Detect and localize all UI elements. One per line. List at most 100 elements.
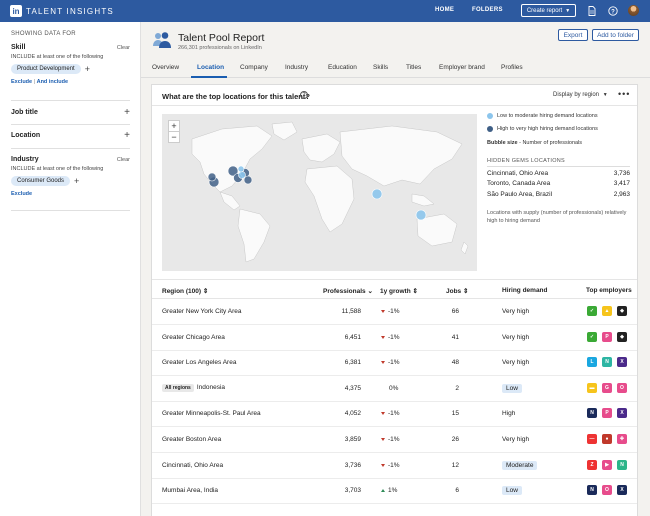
row-region: Greater Boston Area <box>162 436 222 443</box>
region-cell[interactable]: All regions Indonesia <box>162 383 225 392</box>
employer-logo-icon[interactable]: O <box>617 382 627 393</box>
employer-logo-icon[interactable]: N <box>587 408 597 419</box>
col-growth[interactable]: 1y growth ⇕ <box>380 287 418 295</box>
industry-clear-button[interactable]: Clear <box>116 157 130 163</box>
add-to-folder-button[interactable]: Add to folder <box>592 29 639 41</box>
table-row[interactable]: All regions Indonesia 4,375 0% 2 Low ▬ G O <box>152 376 637 402</box>
region-cell[interactable]: Greater Chicago Area <box>162 334 225 341</box>
col-top-employers: Top employers <box>586 287 632 294</box>
table-row[interactable]: Greater Boston Area 3,859 -1% 26 Very hi… <box>152 427 637 453</box>
page-subtitle: 266,301 professionals on LinkedIn <box>178 45 262 51</box>
tab-company[interactable]: Company <box>240 64 268 71</box>
filter-location[interactable]: Location + <box>11 130 130 141</box>
region-cell[interactable]: Mumbai Area, India <box>162 487 218 494</box>
legend-low-dot <box>487 113 493 119</box>
export-button[interactable]: Export <box>558 29 588 41</box>
create-report-label: Create report <box>526 7 563 14</box>
hidden-gem-value: 2,963 <box>613 191 630 198</box>
employer-logo-icon[interactable]: Z <box>587 459 597 470</box>
region-cell[interactable]: Cincinnati, Ohio Area <box>162 462 223 469</box>
divider <box>487 166 630 167</box>
nav-folders[interactable]: FOLDERS <box>472 7 503 13</box>
growth-down-icon <box>381 335 385 339</box>
tab-employer-brand[interactable]: Employer brand <box>439 64 485 71</box>
employer-logo-icon[interactable]: X <box>617 408 627 419</box>
col-region[interactable]: Region (100) ⇕ <box>162 287 208 295</box>
skill-clear-button[interactable]: Clear <box>116 45 130 51</box>
skill-exclude-link[interactable]: Exclude <box>11 79 33 85</box>
region-cell[interactable]: Greater Minneapolis-St. Paul Area <box>162 410 261 417</box>
tab-profiles[interactable]: Profiles <box>501 64 523 71</box>
employer-logo-icon[interactable]: ◆ <box>617 331 627 342</box>
divider <box>11 100 130 101</box>
table-row[interactable]: Greater Minneapolis-St. Paul Area 4,052 … <box>152 401 637 428</box>
region-cell[interactable]: Greater New York City Area <box>162 308 241 315</box>
tab-education[interactable]: Education <box>328 64 357 71</box>
more-options-icon[interactable]: ••• <box>618 89 631 99</box>
tab-industry[interactable]: Industry <box>285 64 309 71</box>
table-row[interactable]: Cincinnati, Ohio Area 3,736 -1% 12 Moder… <box>152 453 637 479</box>
employer-logo-icon[interactable]: X <box>617 357 627 368</box>
col-professionals-label: Professionals <box>323 288 366 295</box>
table-row[interactable]: Greater New York City Area 11,588 -1% 66… <box>152 299 637 325</box>
row-hiring-demand: Low <box>502 383 522 393</box>
employer-logo-icon[interactable]: ▲ <box>602 306 612 316</box>
add-skill-icon[interactable]: + <box>84 64 90 74</box>
region-cell[interactable]: Greater Los Angeles Area <box>162 359 236 366</box>
row-jobs: 41 <box>451 333 459 341</box>
tab-overview[interactable]: Overview <box>152 64 180 71</box>
row-hiring-demand: Very high <box>502 436 530 443</box>
zoom-out-button[interactable]: − <box>168 131 180 143</box>
industry-chip[interactable]: Consumer Goods <box>11 176 71 186</box>
employer-logo-icon[interactable]: ▶ <box>602 459 612 470</box>
skill-chip[interactable]: Product Development <box>11 64 81 74</box>
employer-logo-icon[interactable]: P <box>602 331 612 342</box>
employer-logo-icon[interactable]: ✚ <box>617 434 627 444</box>
question-help-icon[interactable]: ? <box>300 91 308 99</box>
linkedin-logo-icon: in <box>10 5 22 17</box>
demand-cell: Low <box>502 383 522 393</box>
skill-and-include-link[interactable]: And include <box>36 79 69 85</box>
employer-logo-icon[interactable]: — <box>587 434 597 444</box>
sort-icon: ⇕ <box>412 288 418 295</box>
filter-job-title[interactable]: Job title + <box>11 107 130 118</box>
tab-skills[interactable]: Skills <box>373 64 389 71</box>
add-job-title-icon[interactable]: + <box>124 107 130 118</box>
user-avatar[interactable] <box>628 5 639 16</box>
table-row[interactable]: Greater Chicago Area 6,451 -1% 41 Very h… <box>152 325 637 351</box>
employer-logo-icon[interactable]: N <box>587 485 597 496</box>
display-by-dropdown[interactable]: Display by region ▼ <box>553 92 608 98</box>
employer-logo-icon[interactable]: N <box>602 357 612 368</box>
tab-location[interactable]: Location <box>197 64 225 71</box>
employer-logo-icon[interactable]: N <box>617 459 627 470</box>
employer-logo-icon[interactable]: P <box>602 408 612 419</box>
add-location-icon[interactable]: + <box>124 130 130 141</box>
table-row[interactable]: Greater Los Angeles Area 6,381 -1% 48 Ve… <box>152 350 637 377</box>
employer-logo-icon[interactable]: ▬ <box>587 382 597 393</box>
hidden-gem-value: 3,417 <box>613 180 630 187</box>
employer-logo-icon[interactable]: ✓ <box>587 306 597 316</box>
employer-logo-icon[interactable]: ◆ <box>617 306 627 316</box>
add-industry-icon[interactable]: + <box>74 176 80 186</box>
row-professionals: 4,375 <box>344 384 361 392</box>
region-cell[interactable]: Greater Boston Area <box>162 436 221 443</box>
employer-logo-icon[interactable]: O <box>602 485 612 496</box>
employer-logo-icon[interactable]: L <box>587 357 597 368</box>
world-map[interactable]: + − <box>162 114 477 271</box>
col-professionals[interactable]: Professionals ⌄ <box>323 287 373 295</box>
help-icon[interactable]: ? <box>607 5 618 16</box>
app-logo[interactable]: in TALENT INSIGHTS <box>10 5 114 17</box>
employer-logo-icon[interactable]: G <box>602 382 612 393</box>
col-jobs[interactable]: Jobs ⇕ <box>446 287 468 295</box>
tab-titles[interactable]: Titles <box>406 64 422 71</box>
employer-logo-icon[interactable]: X <box>617 485 627 496</box>
employer-logo-icon[interactable]: ✓ <box>587 331 597 342</box>
nav-home[interactable]: HOME <box>435 7 455 13</box>
row-hiring-demand: Very high <box>502 308 530 315</box>
industry-exclude-link[interactable]: Exclude <box>11 191 33 197</box>
document-icon[interactable] <box>586 5 597 16</box>
legend-high-label: High to very high hiring demand location… <box>497 126 598 132</box>
employer-logo-icon[interactable]: ● <box>602 434 612 444</box>
create-report-button[interactable]: Create report ▼ <box>521 4 576 17</box>
